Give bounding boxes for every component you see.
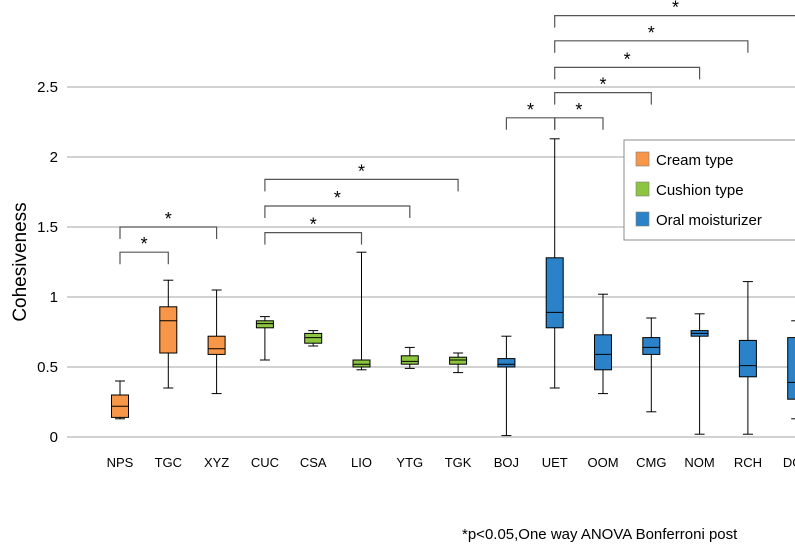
y-axis-label: Cohesiveness xyxy=(10,202,31,321)
legend-swatch xyxy=(635,211,650,227)
legend-label: Cream type xyxy=(656,152,734,169)
box-csa xyxy=(304,330,323,347)
box-iqr xyxy=(787,337,795,400)
y-tick-label: 0.5 xyxy=(37,359,58,376)
bracket-line xyxy=(554,117,604,130)
significance-bracket: * xyxy=(554,23,749,53)
significance-star: * xyxy=(575,100,582,120)
significance-star: * xyxy=(334,188,341,208)
legend-item: Cushion type xyxy=(635,181,744,199)
bracket-line xyxy=(264,205,411,218)
x-tick-label: DGL xyxy=(783,455,795,470)
significance-star: * xyxy=(624,49,631,69)
bracket-line xyxy=(264,232,363,245)
significance-bracket: * xyxy=(554,0,795,28)
x-tick-label: BOJ xyxy=(494,455,519,470)
bracket-line xyxy=(264,178,459,192)
box-iqr xyxy=(594,334,612,371)
legend-label: Oral moisturizer xyxy=(656,212,762,229)
x-tick-label: OOM xyxy=(587,455,618,470)
box-oom xyxy=(594,293,612,395)
x-tick-label: CSA xyxy=(300,455,327,470)
x-tick-label: TGC xyxy=(155,455,182,470)
significance-bracket: * xyxy=(554,100,604,130)
significance-star: * xyxy=(165,209,172,229)
box-lio xyxy=(352,251,371,371)
box-dgl xyxy=(787,320,795,420)
box-iqr xyxy=(400,355,419,365)
box-xyz xyxy=(207,289,226,395)
box-tgc xyxy=(159,279,178,389)
significance-brackets: * * * * * * * * * * * xyxy=(119,0,795,265)
bracket-line xyxy=(119,226,218,239)
legend-swatch xyxy=(635,151,650,167)
box-iqr xyxy=(304,332,323,344)
box-iqr xyxy=(545,257,564,329)
box-ytg xyxy=(400,346,419,369)
box-iqr xyxy=(255,320,274,329)
box-iqr xyxy=(159,306,178,354)
box-iqr xyxy=(738,339,757,378)
bracket-line xyxy=(554,15,795,28)
significance-star: * xyxy=(310,215,317,235)
significance-star: * xyxy=(648,23,655,43)
significance-star: * xyxy=(672,0,679,18)
significance-bracket: * xyxy=(264,161,459,192)
significance-star: * xyxy=(141,234,148,254)
x-tick-label: YTG xyxy=(396,455,423,470)
legend: Cream type Cushion type Oral moisturizer xyxy=(623,139,795,241)
bracket-line xyxy=(119,251,169,265)
significance-bracket: * xyxy=(554,75,652,105)
x-tick-label: CMG xyxy=(636,455,666,470)
bracket-line xyxy=(554,66,701,80)
box-nps xyxy=(111,380,129,420)
footnote: *p<0.05,One way ANOVA Bonferroni post xyxy=(462,526,738,543)
y-tick-label: 2 xyxy=(50,149,58,166)
significance-bracket: * xyxy=(505,100,556,130)
significance-star: * xyxy=(599,75,606,95)
box-uet xyxy=(545,138,564,389)
box-rch xyxy=(738,281,757,435)
box-tgk xyxy=(449,352,468,374)
significance-star: * xyxy=(527,100,534,120)
legend-label: Cushion type xyxy=(656,182,744,199)
significance-bracket: * xyxy=(119,209,218,239)
y-tick-label: 1 xyxy=(50,289,58,306)
y-tick-label: 0 xyxy=(50,429,58,446)
x-axis-ticks: NPS TGC XYZ CUC CSA LIO YTG TGK BOJ UET OOM CMG NOM R… xyxy=(107,455,795,470)
x-tick-label: NOM xyxy=(684,455,714,470)
box-iqr xyxy=(449,356,468,365)
bracket-line xyxy=(554,92,652,105)
x-tick-label: XYZ xyxy=(204,455,229,470)
box-boj xyxy=(497,335,516,437)
significance-bracket: * xyxy=(264,215,363,245)
box-nom xyxy=(690,313,709,435)
x-tick-label: LIO xyxy=(351,455,372,470)
y-tick-label: 2.5 xyxy=(37,79,58,96)
x-tick-label: UET xyxy=(542,455,568,470)
bracket-line xyxy=(554,40,749,53)
legend-item: Cream type xyxy=(635,151,734,169)
x-tick-label: CUC xyxy=(251,455,279,470)
legend-item: Oral moisturizer xyxy=(635,211,762,229)
y-tick-label: 1.5 xyxy=(37,219,58,236)
y-axis-ticks: 0 0.5 1 1.5 2 2.5 xyxy=(37,79,58,446)
boxes xyxy=(111,138,795,437)
box-iqr xyxy=(642,337,661,355)
legend-box xyxy=(623,139,795,241)
x-tick-label: TGK xyxy=(445,455,472,470)
significance-bracket: * xyxy=(119,234,169,265)
significance-bracket: * xyxy=(264,188,411,218)
box-iqr xyxy=(497,358,516,368)
significance-bracket: * xyxy=(554,49,701,80)
box-iqr xyxy=(352,359,371,368)
box-cmg xyxy=(642,317,661,413)
box-iqr xyxy=(207,335,226,355)
box-cuc xyxy=(255,316,274,361)
legend-swatch xyxy=(635,181,650,197)
x-tick-label: NPS xyxy=(107,455,134,470)
x-tick-label: RCH xyxy=(734,455,762,470)
significance-star: * xyxy=(358,161,365,181)
